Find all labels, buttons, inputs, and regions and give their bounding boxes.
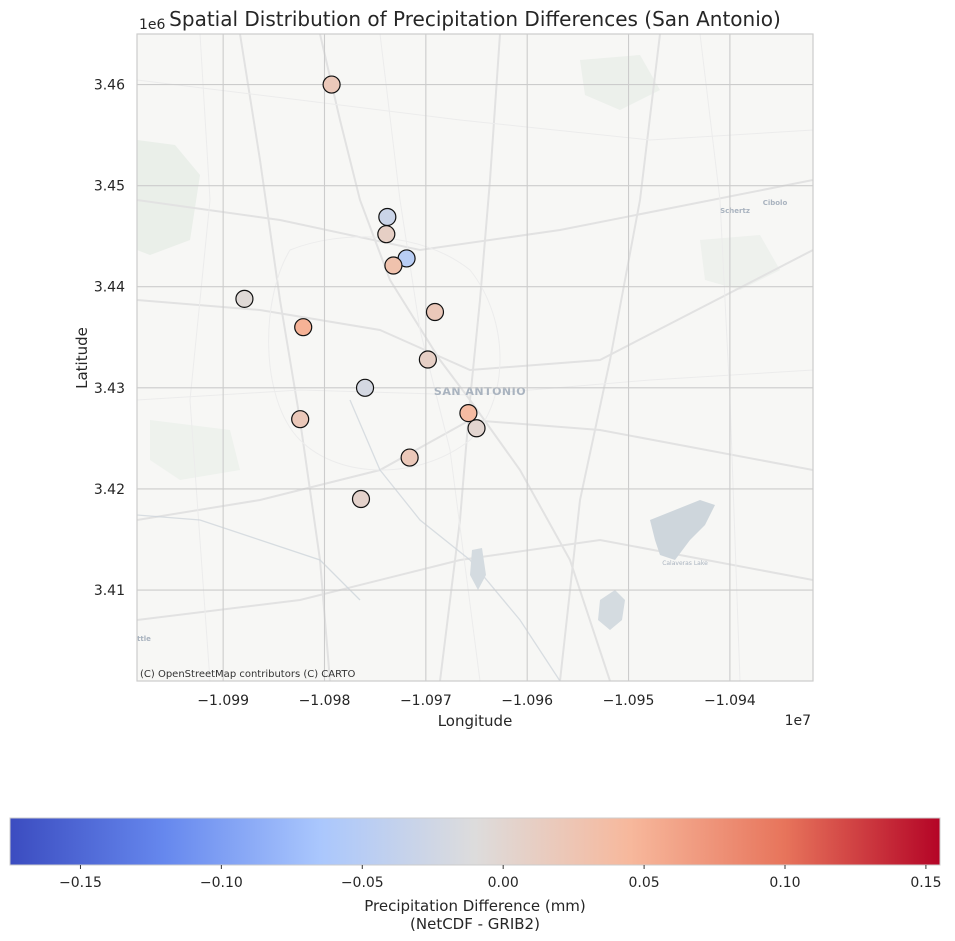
y-tick-label: 3.44 [94,280,125,296]
x-tick-label: −1.096 [501,693,553,709]
x-tick-label: −1.098 [299,693,351,709]
basemap-lake-label: Calaveras Lake [662,560,708,567]
colorbar-label-line2: (NetCDF - GRIB2) [410,915,540,933]
data-point [378,207,397,227]
data-point [377,225,396,244]
chart-title: Spatial Distribution of Precipitation Di… [169,7,781,31]
x-tick-label: −1.094 [704,693,756,709]
colorbar-tick-label: 0.10 [769,875,800,891]
colorbar-tick-label: 0.00 [488,875,519,891]
basemap-city-label: SAN ANTONIO [434,385,526,398]
data-point [235,289,254,308]
y-tick-label: 3.43 [94,381,125,397]
colorbar-tick-label: −0.15 [59,875,102,891]
data-point [291,410,310,429]
y-tick-label: 3.46 [94,78,125,94]
y-tick-label: 3.42 [94,482,125,498]
data-point [418,350,437,369]
basemap-town-schertz: Schertz [720,207,750,215]
y-tick-label: 3.41 [94,583,125,599]
data-point [294,318,313,337]
x-tick-label: −1.099 [197,693,249,709]
colorbar-ticks: −0.15 −0.10 −0.05 0.00 0.05 0.10 0.15 [59,865,941,891]
colorbar [9,817,941,866]
data-point [400,448,419,467]
attribution-text: (C) OpenStreetMap contributors (C) CARTO [140,669,355,680]
x-tick-label: −1.095 [603,693,655,709]
data-point [467,419,486,438]
data-point [351,489,371,509]
y-tick-labels: 3.41 3.42 3.43 3.44 3.45 3.46 [94,78,125,599]
data-point [355,378,375,397]
y-offset-label: 1e6 [139,17,166,33]
basemap-town-cibolo: Cibolo [763,199,788,207]
x-offset-label: 1e7 [785,713,811,729]
colorbar-label-line1: Precipitation Difference (mm) [364,897,586,915]
y-tick-label: 3.45 [94,179,125,195]
data-points [235,75,486,509]
x-tick-label: −1.097 [400,693,452,709]
data-point [384,256,403,275]
colorbar-tick-label: 0.05 [629,875,660,891]
data-point [322,75,341,94]
colorbar-tick-label: 0.15 [910,875,941,891]
basemap: SAN ANTONIO Schertz Cibolo Calaveras Lak… [137,34,813,681]
x-tick-labels: −1.099 −1.098 −1.097 −1.096 −1.095 −1.094 [197,693,756,709]
axes-frame [136,33,814,682]
y-axis-label: Latitude [73,327,91,389]
colorbar-tick-label: −0.10 [200,875,243,891]
data-point [425,302,445,322]
x-axis-label: Longitude [438,712,513,730]
data-point [459,404,478,423]
basemap-partial-label: ttle [137,635,151,643]
colorbar-tick-label: −0.05 [341,875,384,891]
